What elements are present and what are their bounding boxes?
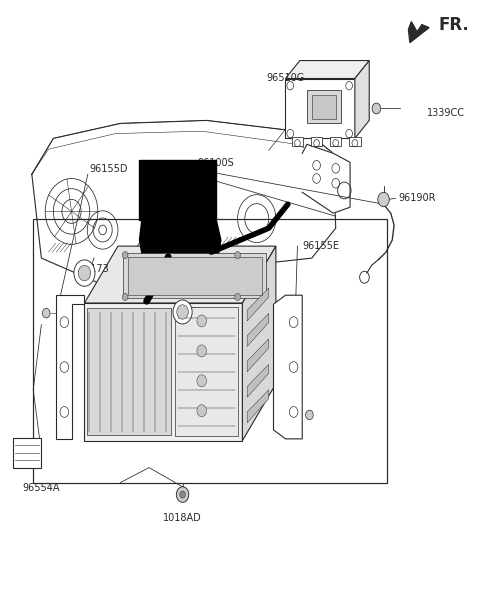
FancyBboxPatch shape — [87, 308, 170, 434]
Circle shape — [197, 405, 206, 417]
FancyBboxPatch shape — [12, 437, 41, 467]
Circle shape — [173, 300, 192, 324]
Text: 96190R: 96190R — [398, 193, 435, 203]
Circle shape — [42, 308, 50, 318]
FancyBboxPatch shape — [84, 303, 242, 440]
Bar — [199, 201, 208, 209]
Bar — [180, 201, 188, 209]
Polygon shape — [140, 219, 221, 257]
Circle shape — [197, 345, 206, 357]
FancyBboxPatch shape — [286, 79, 355, 139]
Text: 1018AD: 1018AD — [163, 512, 202, 523]
Polygon shape — [56, 295, 84, 439]
Polygon shape — [247, 288, 269, 321]
Bar — [292, 137, 303, 146]
FancyBboxPatch shape — [128, 257, 262, 295]
Text: 96173: 96173 — [79, 264, 109, 274]
Text: 96155E: 96155E — [302, 241, 339, 251]
FancyBboxPatch shape — [33, 219, 387, 482]
Circle shape — [197, 375, 206, 387]
Text: 96173: 96173 — [172, 307, 203, 317]
Text: 96510G: 96510G — [266, 73, 305, 83]
Text: 96560F: 96560F — [164, 305, 201, 315]
Bar — [140, 160, 216, 220]
Circle shape — [122, 293, 128, 301]
Polygon shape — [242, 246, 276, 440]
Polygon shape — [247, 339, 269, 372]
Polygon shape — [84, 246, 276, 303]
Circle shape — [235, 251, 240, 259]
Text: 96155D: 96155D — [89, 164, 128, 174]
FancyBboxPatch shape — [307, 91, 340, 124]
Circle shape — [180, 491, 185, 498]
Circle shape — [306, 410, 313, 420]
Polygon shape — [408, 22, 429, 43]
Circle shape — [197, 315, 206, 327]
FancyBboxPatch shape — [312, 95, 336, 119]
Circle shape — [177, 305, 188, 319]
Polygon shape — [274, 295, 302, 439]
Circle shape — [378, 192, 389, 206]
Polygon shape — [32, 121, 336, 282]
Polygon shape — [302, 145, 350, 213]
Polygon shape — [247, 364, 269, 397]
Polygon shape — [355, 61, 369, 139]
Circle shape — [78, 265, 91, 281]
Text: FR.: FR. — [439, 16, 469, 34]
Polygon shape — [286, 61, 369, 79]
Bar — [311, 137, 323, 146]
FancyBboxPatch shape — [175, 307, 238, 436]
Circle shape — [235, 293, 240, 301]
Circle shape — [372, 103, 381, 114]
Circle shape — [122, 251, 128, 259]
Bar — [349, 137, 360, 146]
Bar — [330, 137, 341, 146]
Text: 1339CC: 1339CC — [427, 108, 465, 118]
Circle shape — [74, 260, 95, 286]
Text: 96554A: 96554A — [22, 482, 60, 493]
Circle shape — [176, 487, 189, 502]
Bar — [190, 201, 198, 209]
Polygon shape — [247, 313, 269, 346]
Polygon shape — [247, 390, 269, 423]
Text: 96100S: 96100S — [198, 158, 234, 169]
FancyBboxPatch shape — [123, 253, 266, 298]
